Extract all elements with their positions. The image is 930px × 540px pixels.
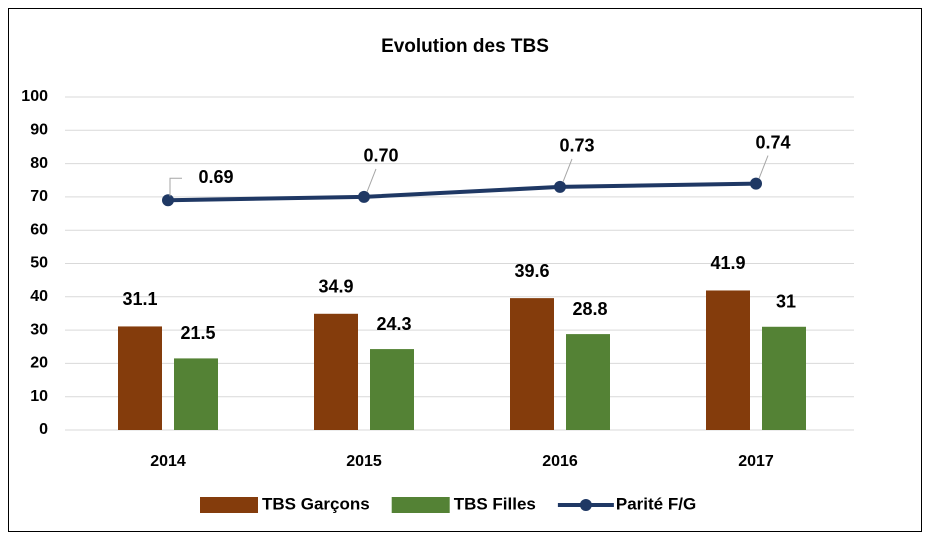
data-label: 21.5 [180, 323, 215, 343]
data-label: 28.8 [572, 299, 607, 319]
bar [762, 326, 806, 430]
data-label: 39.6 [514, 261, 549, 281]
bar [174, 358, 218, 430]
leader-line [562, 158, 573, 183]
bar [706, 290, 750, 430]
data-label: 0.73 [559, 136, 594, 156]
line-marker [358, 190, 370, 203]
x-tick-label: 2017 [738, 453, 774, 470]
legend-swatch [579, 499, 592, 511]
line-marker [554, 180, 566, 193]
bar [370, 349, 414, 430]
chart-title: Evolution des TBS [381, 36, 549, 57]
y-tick-label: 90 [30, 122, 48, 139]
leader-line [366, 168, 377, 193]
data-label: 31.1 [122, 289, 157, 309]
chart-border [8, 8, 922, 532]
data-label: 0.74 [755, 132, 790, 152]
x-tick-label: 2014 [150, 453, 186, 470]
bar [566, 334, 610, 430]
x-tick-label: 2016 [542, 453, 578, 470]
legend-swatch [391, 497, 450, 513]
data-label: 31 [776, 292, 796, 312]
data-label: 0.69 [198, 167, 233, 187]
y-tick-label: 100 [21, 88, 48, 105]
legend-label: Parité F/G [616, 494, 696, 513]
bar [510, 298, 554, 430]
data-label: 41.9 [710, 253, 745, 273]
bar [118, 326, 162, 430]
data-label: 34.9 [318, 277, 353, 297]
legend-label: TBS Filles [454, 494, 536, 513]
x-tick-label: 2015 [346, 453, 382, 470]
legend-swatch [200, 497, 258, 513]
y-tick-label: 20 [30, 355, 48, 372]
y-tick-label: 50 [30, 255, 48, 272]
line-marker [750, 177, 762, 190]
data-label: 0.70 [363, 146, 398, 166]
legend-label: TBS Garçons [262, 494, 370, 513]
y-tick-label: 60 [30, 221, 48, 238]
y-tick-label: 70 [30, 188, 48, 205]
line-marker [162, 194, 174, 207]
line [167, 181, 757, 203]
y-tick-label: 80 [30, 155, 48, 172]
y-tick-label: 10 [30, 388, 48, 405]
data-label: 24.3 [376, 314, 411, 334]
bar [314, 313, 358, 430]
y-tick-label: 0 [39, 421, 48, 438]
leader-line [758, 155, 769, 179]
leader-line [169, 177, 182, 197]
y-tick-label: 30 [30, 321, 48, 338]
y-tick-label: 40 [30, 288, 48, 305]
